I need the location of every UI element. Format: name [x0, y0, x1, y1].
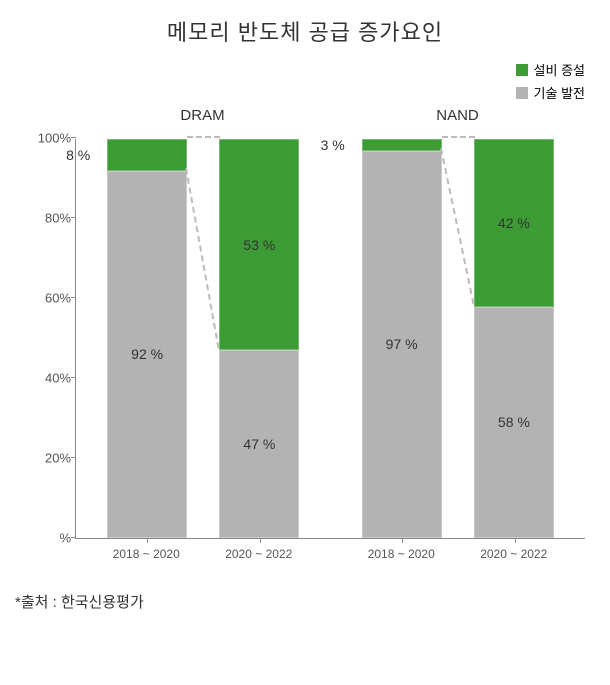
y-tick-label: 60% — [21, 291, 71, 306]
bar-group: 3 % 97 % 42 % 58 % — [331, 139, 586, 538]
group-label-dram: DRAM — [75, 107, 330, 124]
y-tick-label: 100% — [21, 131, 71, 146]
x-tick-label: 2018 ~ 2020 — [106, 539, 186, 561]
x-tick-mark — [402, 538, 403, 543]
bar-segment: 3 % — [362, 139, 442, 151]
bar: 53 % 47 % — [219, 139, 299, 538]
x-tick-mark — [260, 538, 261, 543]
x-tick-label: 2020 ~ 2022 — [474, 539, 554, 561]
y-tick-mark — [71, 457, 76, 458]
group-label-nand: NAND — [330, 107, 585, 124]
legend-swatch-1 — [516, 87, 528, 99]
source-prefix: *출처 : — [15, 594, 61, 611]
connector-line — [442, 136, 475, 138]
y-tick-mark — [71, 377, 76, 378]
legend-swatch-0 — [516, 64, 528, 76]
legend-label-1: 기술 발전 — [534, 83, 585, 102]
legend-item: 기술 발전 — [516, 83, 585, 102]
bar-segment: 58 % — [474, 307, 554, 538]
y-tick-mark — [71, 217, 76, 218]
segment-value-label: 97 % — [386, 336, 418, 352]
bar: 42 % 58 % — [474, 139, 554, 538]
segment-value-label: 42 % — [498, 215, 530, 231]
legend: 설비 증설 기술 발전 — [516, 60, 585, 106]
bar-segment: 92 % — [107, 171, 187, 538]
legend-item: 설비 증설 — [516, 60, 585, 79]
y-tick-label: 20% — [21, 451, 71, 466]
segment-value-label: 58 % — [498, 414, 530, 430]
bar-group: 8 % 92 % 53 % 47 % — [76, 139, 331, 538]
bar-segment: 47 % — [219, 350, 299, 538]
x-tick-mark — [515, 538, 516, 543]
bar: 3 % 97 % — [362, 139, 442, 538]
legend-label-0: 설비 증설 — [534, 60, 585, 79]
y-axis: %20%40%60%80%100% — [21, 139, 71, 538]
segment-value-label: 8 % — [66, 147, 90, 163]
y-tick-mark — [71, 297, 76, 298]
chart-title: 메모리 반도체 공급 증가요인 — [15, 15, 595, 47]
bar-segment: 42 % — [474, 139, 554, 307]
bar: 8 % 92 % — [107, 139, 187, 538]
y-tick-mark — [71, 137, 76, 138]
bars-area: 8 % 92 % 53 % 47 % 3 % 97 % 42 % 58 % — [76, 139, 585, 538]
segment-value-label: 47 % — [243, 436, 275, 452]
bar-segment: 53 % — [219, 139, 299, 350]
y-tick-mark — [71, 537, 76, 538]
group-labels-row: DRAM NAND — [75, 107, 585, 124]
connector-line — [187, 136, 220, 138]
y-tick-label: 40% — [21, 371, 71, 386]
segment-value-label: 92 % — [131, 346, 163, 362]
x-axis-labels: 2018 ~ 2020 2020 ~ 2022 2018 ~ 2020 2020 ~ … — [75, 539, 585, 561]
x-label-group: 2018 ~ 2020 2020 ~ 2022 — [75, 539, 330, 561]
chart-container: 메모리 반도체 공급 증가요인 설비 증설 기술 발전 DRAM NAND % 2… — [15, 15, 595, 612]
plot-area: %20%40%60%80%100% 8 %92 %53 %47 %3 %97 %… — [75, 139, 585, 539]
x-tick-label: 2018 ~ 2020 — [361, 539, 441, 561]
source-line: *출처 : 한국신용평가 — [15, 591, 595, 612]
x-tick-label: 2020 ~ 2022 — [219, 539, 299, 561]
x-label-group: 2018 ~ 2020 2020 ~ 2022 — [330, 539, 585, 561]
y-tick-label: 80% — [21, 211, 71, 226]
segment-value-label: 3 % — [321, 137, 345, 153]
bar-segment: 97 % — [362, 151, 442, 538]
y-tick-label: % — [21, 531, 71, 546]
source-text: 한국신용평가 — [61, 594, 144, 611]
x-tick-mark — [147, 538, 148, 543]
segment-value-label: 53 % — [243, 237, 275, 253]
bar-segment: 8 % — [107, 139, 187, 171]
